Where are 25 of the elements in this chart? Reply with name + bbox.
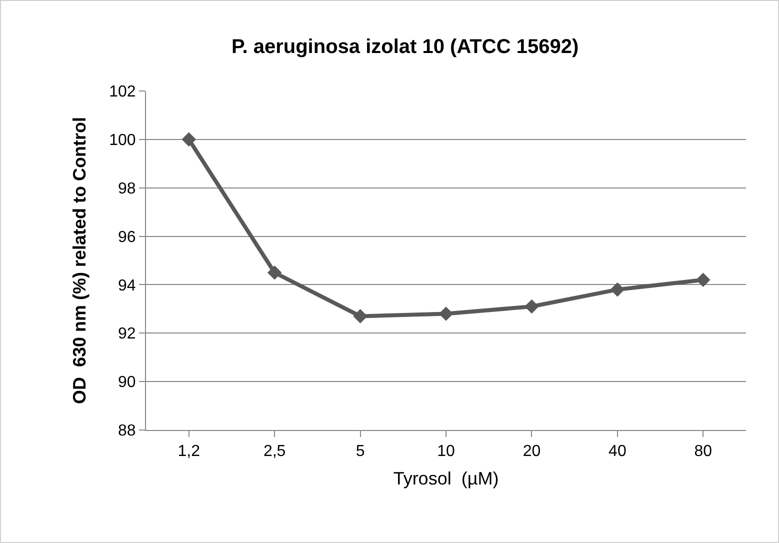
x-tick-label: 20: [522, 443, 541, 460]
y-tick-label: 94: [118, 277, 136, 294]
x-tick-label: 40: [608, 443, 626, 460]
x-tick-label: 80: [694, 443, 712, 460]
y-tick-label: 100: [109, 132, 136, 150]
y-tick-label: 96: [118, 228, 136, 246]
x-tick-label: 10: [437, 443, 455, 460]
y-tick-label: 90: [118, 374, 136, 392]
x-tick-label: 5: [356, 443, 365, 460]
y-tick-label: 92: [118, 326, 136, 343]
point: [353, 309, 368, 324]
point: [182, 132, 196, 147]
y-tick-label: 88: [118, 422, 136, 440]
x-axis-title: Tyrosol (µM): [393, 468, 499, 488]
x-tick-label: 1,2: [178, 443, 200, 460]
point: [696, 272, 710, 288]
y-tick-label: 98: [118, 180, 136, 198]
point: [438, 306, 454, 321]
point: [267, 265, 282, 280]
chart-title: P. aeruginosa izolat 10 (ATCC 15692): [231, 36, 579, 58]
point: [524, 299, 539, 314]
y-axis-title: OD 630 nm (%) related to Control: [69, 116, 90, 404]
y-tick-label: 102: [109, 84, 136, 101]
point: [610, 282, 625, 297]
x-tick-label: 2,5: [263, 443, 286, 460]
